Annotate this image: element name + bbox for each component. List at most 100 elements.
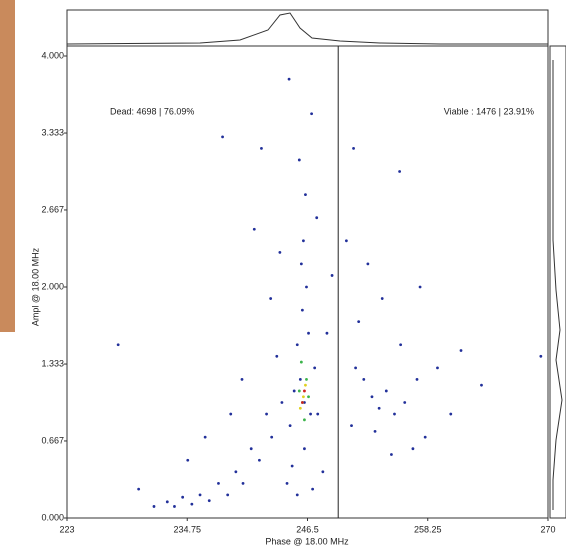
point: [137, 487, 141, 491]
point: [352, 147, 355, 150]
point: [300, 401, 304, 404]
y-axis-label: Ampl @ 18.00 MHz: [30, 247, 40, 326]
point: [370, 395, 374, 399]
point: [325, 331, 329, 335]
point: [297, 158, 301, 162]
point: [270, 435, 274, 439]
point: [354, 366, 357, 370]
point: [403, 401, 407, 404]
point: [350, 424, 353, 427]
point: [304, 383, 307, 387]
point: [241, 481, 245, 485]
point: [186, 458, 190, 462]
y-tick-label: 2.667: [41, 204, 64, 214]
point: [249, 447, 253, 451]
point: [299, 360, 303, 364]
point: [288, 424, 292, 427]
point: [258, 458, 261, 462]
photo-strip: [0, 0, 15, 332]
point: [229, 412, 233, 416]
point: [302, 395, 305, 399]
point: [393, 412, 396, 416]
point: [415, 378, 419, 381]
top-histogram-frame: [66, 9, 549, 47]
point: [203, 435, 207, 439]
point: [316, 412, 320, 416]
point: [315, 216, 319, 220]
y-tick-label: 4.000: [41, 50, 64, 60]
y-tick-label: 0.000: [41, 512, 64, 522]
point: [285, 481, 289, 485]
point: [190, 502, 194, 506]
point: [303, 447, 306, 451]
point: [298, 406, 302, 410]
point: [362, 378, 366, 381]
point: [380, 297, 384, 300]
point: [311, 487, 315, 491]
point: [436, 366, 439, 370]
point: [330, 274, 334, 277]
point: [418, 285, 422, 289]
point: [116, 343, 120, 347]
point: [307, 331, 310, 335]
point: [295, 493, 299, 497]
point: [303, 389, 306, 393]
point: [280, 401, 284, 404]
point: [152, 505, 156, 508]
y-tick-label: 2.000: [41, 281, 64, 291]
point: [297, 389, 301, 393]
point: [390, 453, 393, 456]
x-axis-label: Phase @ 18.00 MHz: [265, 536, 349, 546]
point: [307, 395, 310, 399]
point: [260, 147, 263, 150]
point: [303, 418, 306, 422]
point: [398, 170, 402, 173]
point: [313, 366, 317, 370]
point: [357, 320, 361, 324]
point: [278, 250, 282, 254]
x-tick-label: 258.25: [414, 524, 442, 534]
point: [181, 495, 185, 499]
point: [411, 447, 415, 451]
y-tick-label: 0.667: [41, 435, 64, 445]
point: [221, 135, 224, 139]
annotation: Dead: 4698 | 76.09%: [110, 106, 194, 116]
point: [366, 262, 370, 266]
right-histogram-frame: [549, 45, 566, 519]
point: [287, 77, 291, 81]
point: [303, 401, 306, 404]
point: [373, 429, 377, 433]
point: [173, 505, 176, 508]
point: [300, 308, 304, 312]
point: [292, 389, 296, 393]
x-tick-label: 246.5: [296, 524, 319, 534]
point: [226, 493, 230, 497]
point: [252, 227, 256, 231]
x-tick-label: 234.75: [173, 524, 201, 534]
x-tick-label: 270: [540, 524, 555, 534]
point: [305, 285, 308, 289]
plot-frame: [66, 45, 549, 519]
point: [377, 406, 381, 410]
right-histogram: [552, 60, 563, 510]
y-tick-label: 3.333: [41, 127, 64, 137]
point: [207, 499, 211, 503]
point: [423, 435, 427, 439]
point: [290, 464, 294, 468]
point: [295, 343, 299, 347]
point: [165, 500, 169, 504]
point: [305, 378, 308, 381]
point: [459, 349, 463, 352]
point: [310, 112, 313, 116]
point: [399, 343, 403, 347]
point: [240, 378, 244, 381]
point: [480, 383, 483, 387]
point: [302, 239, 305, 243]
point: [299, 262, 303, 266]
point: [304, 193, 307, 197]
point: [344, 239, 348, 243]
point: [539, 354, 543, 358]
point: [275, 354, 279, 358]
point: [234, 470, 238, 474]
point: [449, 412, 453, 416]
